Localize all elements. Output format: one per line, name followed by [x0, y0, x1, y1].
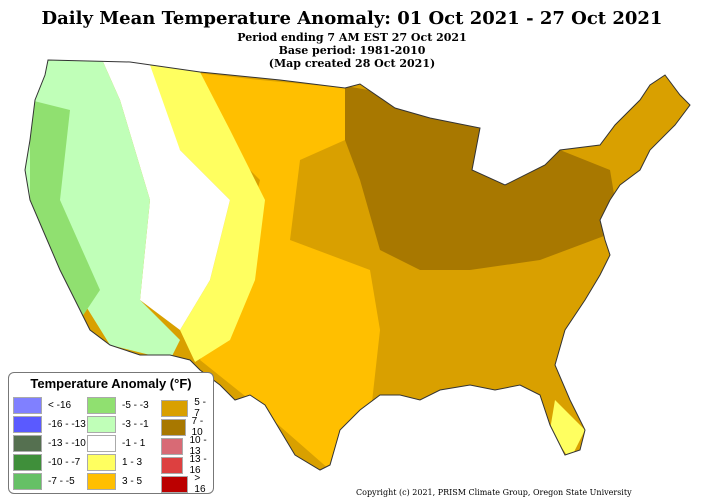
region-3-5: [170, 70, 380, 470]
legend-item: 7 - 10: [161, 416, 213, 438]
legend-swatch: [13, 397, 42, 414]
legend-swatch: [13, 473, 42, 490]
map-title: Daily Mean Temperature Anomaly: 01 Oct 2…: [41, 8, 663, 29]
legend-swatch: [87, 435, 116, 452]
region-florida-1-3: [550, 400, 585, 460]
legend-label: -10 - -7: [48, 457, 81, 468]
legend-swatch: [87, 473, 116, 490]
region-neutral: [100, 60, 230, 330]
legend-item: > 16: [161, 473, 213, 495]
legend-swatch: [161, 437, 184, 455]
legend-swatch: [161, 456, 184, 474]
legend-swatch: [87, 454, 116, 471]
legend-item: 10 - 13: [161, 435, 213, 457]
legend-item: < -16: [13, 397, 71, 414]
legend-swatch: [161, 399, 189, 417]
legend-swatch: [161, 418, 186, 436]
legend-swatch: [87, 416, 116, 433]
legend-label: 10 - 13: [189, 435, 207, 457]
legend-item: -10 - -7: [13, 454, 80, 471]
legend-item: 5 - 7: [161, 397, 213, 419]
legend-item: -5 - -3: [87, 397, 149, 414]
legend-label: -7 - -5: [48, 476, 75, 487]
legend-item: 13 - 16: [161, 454, 213, 476]
legend-item: -1 - 1: [87, 435, 145, 452]
legend-label: -16 - -13: [48, 419, 86, 430]
copyright: Copyright (c) 2021, PRISM Climate Group,…: [356, 488, 632, 497]
legend-item: -13 - -10: [13, 435, 86, 452]
region-minus-5-3: [30, 100, 100, 320]
legend-item: -7 - -5: [13, 473, 75, 490]
region-1-3: [130, 62, 265, 362]
legend-label: > 16: [194, 473, 206, 495]
legend-item: 1 - 3: [87, 454, 142, 471]
legend-item: -3 - -1: [87, 416, 149, 433]
subtitle-base: Base period: 1981-2010: [278, 44, 426, 57]
legend-label: 1 - 3: [122, 457, 143, 468]
legend-label: -3 - -1: [122, 419, 149, 430]
legend-title: Temperature Anomaly (°F): [30, 376, 192, 391]
subtitle-period: Period ending 7 AM EST 27 Oct 2021: [237, 31, 467, 44]
subtitle-created: (Map created 28 Oct 2021): [268, 57, 436, 70]
legend-label: 5 - 7: [194, 397, 206, 419]
legend-item: -16 - -13: [13, 416, 86, 433]
legend-label: -1 - 1: [122, 438, 146, 449]
legend-swatch: [13, 416, 42, 433]
legend-label: 7 - 10: [191, 416, 204, 438]
legend-swatch: [161, 475, 189, 493]
legend-swatch: [87, 397, 116, 414]
legend-label: < -16: [48, 400, 72, 411]
legend-label: 3 - 5: [122, 476, 143, 487]
legend: Temperature Anomaly (°F) < -16 -16 - -13 -…: [8, 372, 214, 495]
legend-label: -13 - -10: [48, 438, 86, 449]
region-7-10: [340, 85, 620, 270]
legend-swatch: [13, 435, 42, 452]
legend-swatch: [13, 454, 42, 471]
legend-item: 3 - 5: [87, 473, 142, 490]
legend-label: -5 - -3: [122, 400, 149, 411]
legend-label: 13 - 16: [189, 454, 207, 476]
